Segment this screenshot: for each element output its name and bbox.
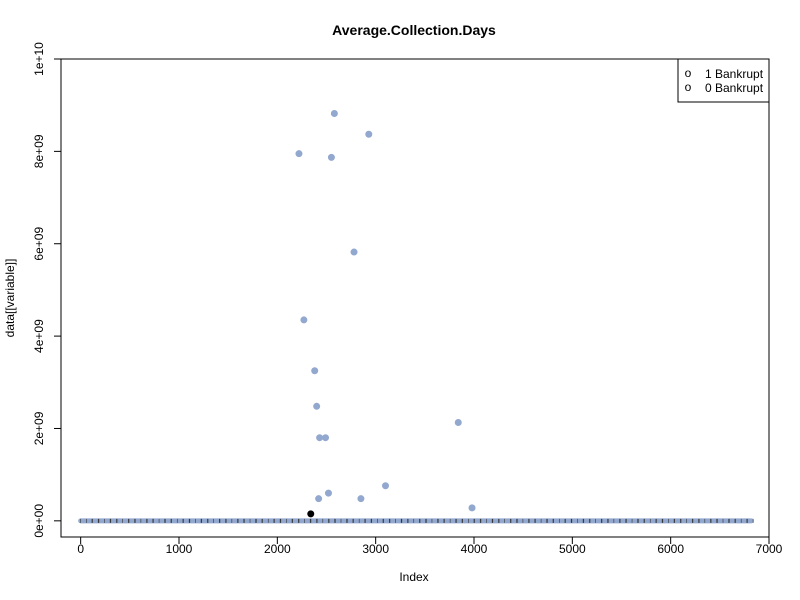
data-point-series-0 bbox=[300, 316, 308, 324]
legend-box bbox=[677, 58, 770, 103]
legend-entry-1: 1 Bankrupt bbox=[705, 67, 764, 81]
x-axis: 0 1000 2000 3000 4000 5000 6000 7000 bbox=[77, 536, 783, 556]
data-point-series-0 bbox=[382, 482, 389, 490]
data-point-series-0 bbox=[316, 434, 324, 442]
data-point-series-0 bbox=[357, 495, 365, 503]
x-axis-title: Index bbox=[399, 570, 428, 584]
legend-symbol-2: o bbox=[685, 80, 692, 94]
x-tick-label: 6000 bbox=[657, 542, 684, 556]
x-tick-label: 7000 bbox=[756, 542, 783, 556]
y-tick-label: 4e+09 bbox=[32, 319, 46, 353]
y-axis-title: data[[variable]] bbox=[3, 259, 17, 338]
data-points bbox=[295, 109, 476, 518]
y-axis: 0e+00 2e+09 4e+09 6e+09 8e+09 1e+10 bbox=[32, 42, 62, 538]
baseline-series bbox=[78, 518, 754, 524]
x-tick-label: 5000 bbox=[559, 542, 586, 556]
x-tick-label: 2000 bbox=[264, 542, 291, 556]
data-point-series-0 bbox=[322, 434, 330, 442]
y-tick-label: 6e+09 bbox=[32, 227, 46, 261]
data-point-series-0 bbox=[315, 495, 323, 503]
data-point-series-0 bbox=[350, 248, 358, 256]
data-point-series-1 bbox=[307, 510, 315, 518]
data-point-series-0 bbox=[313, 402, 321, 410]
data-point-series-0 bbox=[330, 109, 338, 117]
chart-title: Average.Collection.Days bbox=[332, 22, 496, 38]
data-point-series-0 bbox=[365, 130, 373, 138]
data-point-series-0 bbox=[468, 504, 476, 512]
data-point-series-0 bbox=[311, 367, 319, 375]
plot-frame bbox=[60, 58, 770, 538]
y-tick-label: 0e+00 bbox=[32, 504, 46, 538]
y-tick-label: 1e+10 bbox=[32, 42, 46, 76]
x-tick-label: 4000 bbox=[461, 542, 488, 556]
legend: o 1 Bankrupt o 0 Bankrupt bbox=[677, 58, 770, 103]
data-point-series-0 bbox=[295, 150, 303, 158]
data-point-series-0 bbox=[324, 489, 332, 497]
x-tick-label: 0 bbox=[77, 542, 84, 556]
y-tick-label: 2e+09 bbox=[32, 411, 46, 445]
legend-entry-2: 0 Bankrupt bbox=[705, 81, 764, 95]
data-point-series-0 bbox=[454, 418, 462, 426]
x-tick-label: 1000 bbox=[166, 542, 193, 556]
data-point-series-0 bbox=[327, 153, 335, 161]
legend-symbol-1: o bbox=[685, 66, 692, 80]
y-tick-label: 8e+09 bbox=[32, 134, 46, 168]
x-tick-label: 3000 bbox=[362, 542, 389, 556]
